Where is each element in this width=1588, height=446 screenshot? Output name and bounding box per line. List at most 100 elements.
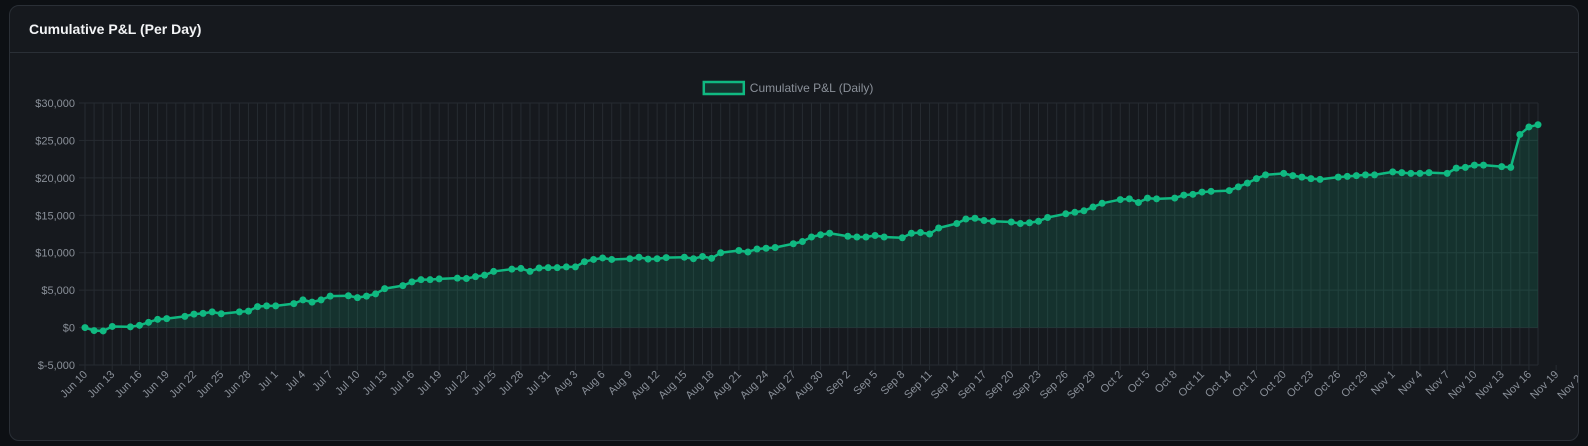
data-point[interactable] bbox=[190, 310, 198, 318]
data-point[interactable] bbox=[1425, 169, 1433, 177]
legend-swatch[interactable] bbox=[702, 80, 746, 96]
data-point[interactable] bbox=[1361, 171, 1369, 179]
data-point[interactable] bbox=[744, 248, 752, 256]
data-point[interactable] bbox=[662, 254, 670, 262]
data-point[interactable] bbox=[1071, 208, 1079, 216]
data-point[interactable] bbox=[753, 245, 761, 253]
data-point[interactable] bbox=[1407, 169, 1415, 177]
data-point[interactable] bbox=[1134, 199, 1142, 207]
data-point[interactable] bbox=[1198, 188, 1206, 196]
data-point[interactable] bbox=[1153, 195, 1161, 203]
data-point[interactable] bbox=[1398, 169, 1406, 177]
data-point[interactable] bbox=[126, 323, 134, 331]
data-point[interactable] bbox=[1343, 172, 1351, 180]
data-point[interactable] bbox=[1316, 175, 1324, 183]
data-point[interactable] bbox=[1125, 195, 1133, 203]
data-point[interactable] bbox=[1280, 169, 1288, 177]
data-point[interactable] bbox=[481, 271, 489, 279]
data-point[interactable] bbox=[90, 327, 98, 335]
data-point[interactable] bbox=[980, 217, 988, 225]
data-point[interactable] bbox=[353, 294, 361, 302]
data-point[interactable] bbox=[862, 233, 870, 241]
data-point[interactable] bbox=[808, 233, 815, 241]
data-point[interactable] bbox=[644, 255, 652, 263]
data-point[interactable] bbox=[363, 292, 371, 300]
data-point[interactable] bbox=[372, 290, 380, 298]
data-point[interactable] bbox=[517, 264, 525, 272]
data-point[interactable] bbox=[844, 232, 852, 240]
data-point[interactable] bbox=[426, 276, 434, 284]
data-point[interactable] bbox=[898, 234, 906, 242]
data-point[interactable] bbox=[1307, 175, 1315, 183]
data-point[interactable] bbox=[826, 229, 834, 237]
data-point[interactable] bbox=[880, 233, 888, 241]
data-point[interactable] bbox=[1044, 214, 1052, 222]
data-point[interactable] bbox=[1189, 190, 1197, 198]
data-point[interactable] bbox=[1207, 187, 1215, 195]
data-point[interactable] bbox=[1416, 169, 1424, 177]
data-point[interactable] bbox=[1452, 164, 1460, 172]
data-point[interactable] bbox=[290, 300, 298, 308]
data-point[interactable] bbox=[1443, 169, 1451, 177]
data-point[interactable] bbox=[408, 278, 416, 286]
data-point[interactable] bbox=[1007, 218, 1015, 226]
data-point[interactable] bbox=[417, 276, 425, 284]
data-point[interactable] bbox=[1243, 179, 1251, 187]
data-point[interactable] bbox=[254, 303, 262, 311]
data-point[interactable] bbox=[871, 231, 879, 239]
data-point[interactable] bbox=[326, 292, 334, 300]
data-point[interactable] bbox=[653, 255, 661, 263]
data-point[interactable] bbox=[1334, 173, 1342, 181]
data-point[interactable] bbox=[263, 302, 271, 310]
data-point[interactable] bbox=[163, 315, 171, 323]
data-point[interactable] bbox=[962, 215, 970, 223]
data-point[interactable] bbox=[817, 231, 825, 239]
data-point[interactable] bbox=[1016, 220, 1024, 228]
data-point[interactable] bbox=[798, 237, 806, 245]
data-point[interactable] bbox=[217, 310, 225, 318]
data-point[interactable] bbox=[1225, 187, 1233, 195]
data-point[interactable] bbox=[635, 253, 643, 261]
data-point[interactable] bbox=[735, 246, 743, 254]
data-point[interactable] bbox=[935, 224, 943, 232]
legend-label[interactable]: Cumulative P&L (Daily) bbox=[750, 81, 874, 95]
data-point[interactable] bbox=[208, 308, 216, 316]
data-point[interactable] bbox=[762, 244, 770, 252]
data-point[interactable] bbox=[1180, 191, 1188, 199]
data-point[interactable] bbox=[181, 312, 189, 320]
data-point[interactable] bbox=[1371, 171, 1379, 179]
data-point[interactable] bbox=[154, 315, 162, 323]
data-point[interactable] bbox=[907, 229, 915, 237]
data-point[interactable] bbox=[1171, 194, 1179, 202]
data-point[interactable] bbox=[1298, 173, 1306, 181]
legend[interactable]: Cumulative P&L (Daily) bbox=[702, 80, 874, 96]
data-point[interactable] bbox=[717, 249, 725, 257]
data-point[interactable] bbox=[544, 264, 552, 272]
data-point[interactable] bbox=[381, 285, 389, 293]
data-point[interactable] bbox=[1470, 161, 1478, 169]
data-point[interactable] bbox=[453, 274, 461, 282]
data-point[interactable] bbox=[1252, 175, 1260, 183]
data-point[interactable] bbox=[1234, 183, 1242, 191]
data-point[interactable] bbox=[526, 267, 534, 275]
data-point[interactable] bbox=[708, 254, 716, 262]
data-point[interactable] bbox=[535, 264, 543, 272]
data-point[interactable] bbox=[689, 255, 697, 263]
data-point[interactable] bbox=[299, 296, 307, 304]
data-point[interactable] bbox=[1389, 168, 1397, 176]
data-point[interactable] bbox=[1035, 217, 1043, 225]
data-point[interactable] bbox=[272, 302, 280, 310]
data-point[interactable] bbox=[1062, 210, 1070, 218]
data-point[interactable] bbox=[953, 220, 961, 228]
data-point[interactable] bbox=[471, 273, 479, 281]
data-point[interactable] bbox=[853, 233, 861, 241]
data-point[interactable] bbox=[680, 253, 688, 261]
data-point[interactable] bbox=[1352, 172, 1360, 180]
data-point[interactable] bbox=[1516, 130, 1524, 138]
data-point[interactable] bbox=[308, 298, 316, 306]
data-point[interactable] bbox=[135, 321, 143, 329]
data-point[interactable] bbox=[1480, 161, 1488, 169]
data-point[interactable] bbox=[344, 292, 352, 300]
data-point[interactable] bbox=[490, 267, 498, 275]
data-point[interactable] bbox=[580, 258, 588, 266]
